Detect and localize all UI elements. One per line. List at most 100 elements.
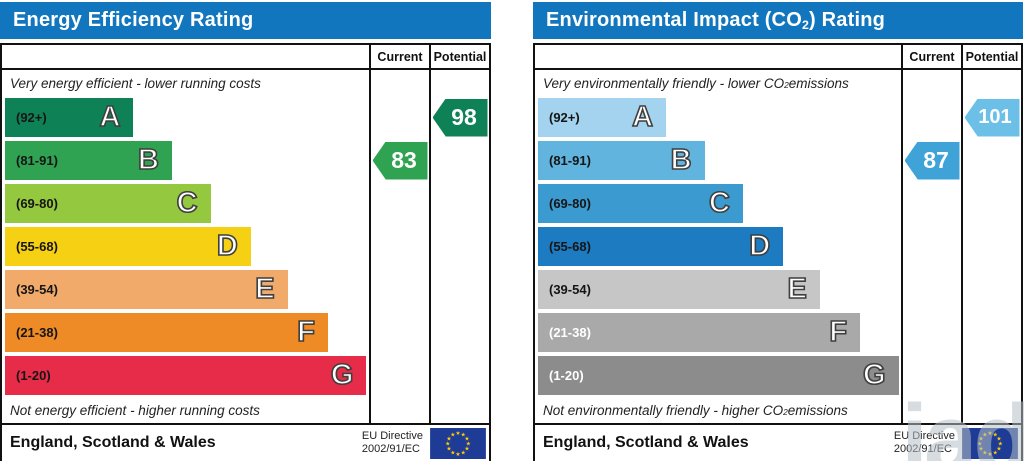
current-cell xyxy=(369,311,429,354)
current-cell xyxy=(369,268,429,311)
band-letter: B xyxy=(670,144,693,176)
band-bar-a: (92+) A xyxy=(538,98,667,137)
potential-rating-arrow: 98 xyxy=(432,98,488,137)
title-text: Energy Efficiency Rating xyxy=(13,9,254,31)
top-caption-row: Very environmentally friendly - lower CO… xyxy=(535,70,1021,96)
potential-column-header: Potential xyxy=(961,45,1021,68)
column-header-row: Current Potential xyxy=(2,45,489,70)
svg-text:★: ★ xyxy=(982,431,987,438)
svg-text:★: ★ xyxy=(455,430,460,437)
current-cell xyxy=(901,182,961,225)
svg-text:★: ★ xyxy=(446,435,451,442)
band-bar-d: (55-68) D xyxy=(5,227,251,266)
potential-cell xyxy=(961,397,1021,423)
potential-cell xyxy=(429,311,489,354)
current-column-header: Current xyxy=(901,45,961,68)
eu-flag-icon: ★ ★★ ★★★ ★★★ ★★★ xyxy=(962,427,1018,459)
svg-text:★: ★ xyxy=(987,430,992,437)
band-bar-g: (1-20) G xyxy=(538,356,899,395)
band-range: (39-54) xyxy=(16,282,58,297)
band-bar-b: (81-91) B xyxy=(538,141,705,180)
svg-text:★: ★ xyxy=(978,435,983,442)
title-subscript: 2 xyxy=(801,18,810,33)
top-caption: Very energy efficient - lower running co… xyxy=(10,75,261,91)
current-cell xyxy=(901,70,961,96)
band-letter: D xyxy=(748,230,771,262)
potential-cell xyxy=(429,225,489,268)
eu-flag-icon: ★ ★★ ★★★ ★★★ ★★★ xyxy=(430,427,486,459)
bottom-caption-row: Not environmentally friendly - higher CO… xyxy=(535,397,1021,423)
current-cell xyxy=(901,354,961,397)
band-range: (21-38) xyxy=(549,325,591,340)
panel-footer: England, Scotland & Wales EU Directive 2… xyxy=(0,425,491,461)
svg-text:★: ★ xyxy=(977,440,982,447)
potential-cell xyxy=(429,70,489,96)
band-range: (69-80) xyxy=(16,196,58,211)
current-cell xyxy=(901,268,961,311)
eu-directive-label: EU Directive 2002/91/EC xyxy=(893,429,955,455)
potential-cell xyxy=(429,397,489,423)
band-range: (55-68) xyxy=(16,239,58,254)
band-range: (81-91) xyxy=(16,153,58,168)
band-row-e: (39-54) E xyxy=(535,268,1021,311)
band-bar-f: (21-38) F xyxy=(5,313,328,352)
band-range: (92+) xyxy=(16,110,47,125)
potential-cell xyxy=(961,225,1021,268)
current-rating-arrow: 83 xyxy=(372,141,428,180)
svg-text:★: ★ xyxy=(998,440,1003,447)
band-bar-b: (81-91) B xyxy=(5,141,172,180)
panel-footer: England, Scotland & Wales EU Directive 2… xyxy=(533,425,1023,461)
band-range: (21-38) xyxy=(16,325,58,340)
current-cell xyxy=(369,397,429,423)
band-row-a: (92+) A 101 xyxy=(535,96,1021,139)
band-range: (69-80) xyxy=(549,196,591,211)
svg-text:★: ★ xyxy=(446,445,451,452)
band-row-e: (39-54) E xyxy=(2,268,489,311)
band-letter: E xyxy=(254,273,275,305)
panel-title: Energy Efficiency Rating xyxy=(0,2,491,39)
band-letter: G xyxy=(330,359,354,391)
potential-cell: 101 xyxy=(961,96,1021,139)
svg-text:★: ★ xyxy=(996,435,1001,442)
current-cell xyxy=(901,225,961,268)
svg-text:★: ★ xyxy=(993,431,998,438)
band-letter: B xyxy=(137,144,160,176)
svg-text:★: ★ xyxy=(450,431,455,438)
band-row-g: (1-20) G xyxy=(535,354,1021,397)
band-bar-e: (39-54) E xyxy=(538,270,820,309)
band-letter: F xyxy=(829,316,848,348)
bottom-caption: Not environmentally friendly - higher CO… xyxy=(543,402,848,418)
band-row-c: (69-80) C xyxy=(535,182,1021,225)
band-bar-g: (1-20) G xyxy=(5,356,367,395)
band-row-g: (1-20) G xyxy=(2,354,489,397)
current-column-header: Current xyxy=(369,45,429,68)
potential-cell xyxy=(961,311,1021,354)
current-cell xyxy=(901,311,961,354)
potential-cell xyxy=(961,268,1021,311)
band-letter: A xyxy=(99,101,122,133)
rating-table: Current Potential Very energy efficient … xyxy=(0,43,491,425)
current-cell xyxy=(369,354,429,397)
svg-text:★: ★ xyxy=(978,445,983,452)
band-bar-f: (21-38) F xyxy=(538,313,861,352)
band-row-f: (21-38) F xyxy=(2,311,489,354)
band-letter: F xyxy=(296,316,315,348)
environmental-impact-panel: Environmental Impact (CO2) Rating Curren… xyxy=(533,0,1023,461)
potential-cell xyxy=(429,354,489,397)
svg-text:★: ★ xyxy=(455,450,460,457)
region-label: England, Scotland & Wales xyxy=(543,434,749,451)
band-bar-d: (55-68) D xyxy=(538,227,784,266)
potential-cell xyxy=(961,70,1021,96)
svg-text:★: ★ xyxy=(993,449,998,456)
current-cell xyxy=(369,96,429,139)
title-text: Environmental Impact (CO xyxy=(546,9,802,31)
band-letter: G xyxy=(862,359,886,391)
bottom-caption: Not energy efficient - higher running co… xyxy=(10,402,260,418)
potential-cell: 98 xyxy=(429,96,489,139)
band-letter: E xyxy=(787,273,808,305)
band-row-b: (81-91) B 87 xyxy=(535,139,1021,182)
header-spacer xyxy=(535,45,901,68)
svg-text:★: ★ xyxy=(464,435,469,442)
svg-text:★: ★ xyxy=(464,445,469,452)
